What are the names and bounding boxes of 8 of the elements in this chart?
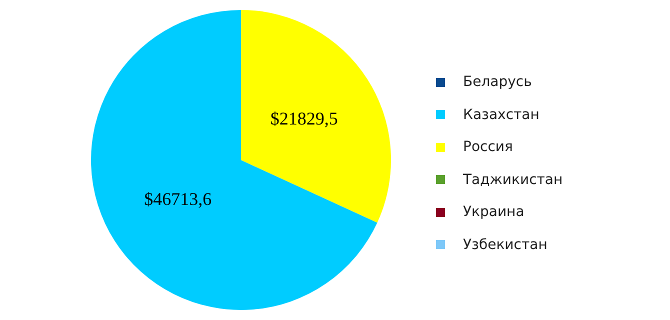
data-label: $46713,6 — [144, 189, 212, 210]
data-label: $21829,5 — [270, 108, 338, 128]
legend-label: Украина — [463, 204, 524, 220]
legend-label: Россия — [463, 139, 513, 156]
legend-label: Таджикистан — [463, 172, 563, 188]
legend-label: Казахстан — [463, 106, 540, 123]
legend-label: Беларусь — [463, 74, 532, 90]
legend-label: Узбекистан — [463, 236, 548, 253]
